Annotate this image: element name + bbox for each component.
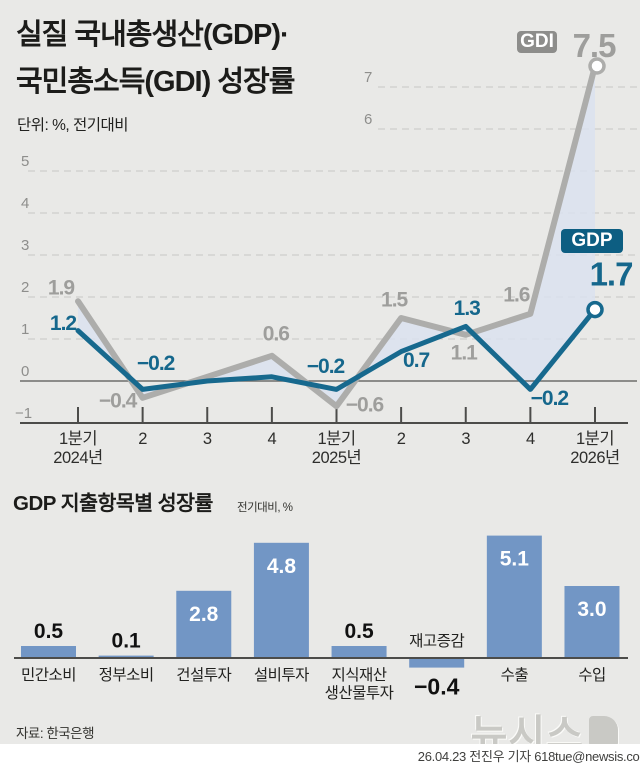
gdp-series-badge: GDP [561, 229, 623, 253]
x-year-label: 2025년 [312, 448, 361, 467]
x-tick-label: 3 [461, 430, 470, 448]
page-title-line2: 국민총소득(GDI) 성장률 [16, 66, 295, 98]
bar [486, 535, 542, 658]
point-label: 1.3 [454, 297, 481, 320]
point-label: −0.2 [531, 387, 569, 410]
bar-category-label: 건설투자 [176, 666, 231, 684]
point-label: 1.6 [503, 283, 530, 306]
page-title: 실질 국내총생산(GDP)· 국민총소득(GDI) 성장률 [16, 12, 295, 106]
bar-category-label: 재고증감 [409, 632, 464, 650]
source-note: 자료: 한국은행 [16, 726, 95, 741]
bar-value-label: 5.1 [500, 548, 530, 571]
y-tick-label: 5 [21, 153, 29, 170]
bar-value-label: 4.8 [267, 555, 297, 578]
x-tick-label: 4 [526, 430, 535, 448]
y-tick-label: 1 [21, 321, 29, 338]
unit-note: 단위: %, 전기대비 [17, 117, 129, 134]
point-label: 1.9 [48, 277, 75, 300]
bar [331, 646, 387, 658]
bar-category-label: 지식재산 [332, 666, 387, 684]
x-year-label: 2026년 [570, 448, 619, 467]
bar-category-label: 수출 [501, 666, 529, 684]
bar-value-label: 2.8 [189, 603, 219, 626]
point-label: 7.5 [573, 27, 617, 64]
gdp-line [75, 307, 598, 392]
bar-value-label: 0.5 [344, 620, 374, 643]
point-label: −0.2 [307, 355, 345, 378]
point-label: −0.2 [137, 352, 175, 375]
x-year-label: 2024년 [53, 448, 102, 467]
bar [98, 655, 154, 658]
bar [409, 658, 465, 668]
x-tick-label: 3 [203, 430, 212, 448]
bar-category-label: 민간소비 [21, 666, 76, 684]
gdp-end-marker [586, 300, 604, 319]
gdi-end-marker [588, 57, 606, 75]
x-tick-label: 1분기 [576, 429, 614, 448]
bar-category-label: 설비투자 [254, 666, 309, 684]
y-tick-label: 0 [21, 363, 29, 380]
credit-strip: 26.04.23 전진우 기자 618tue@newsis.com [0, 744, 640, 766]
x-tick-label: 2 [397, 430, 406, 448]
x-tick-label: 1분기 [317, 429, 355, 448]
y-tick-label: 4 [21, 195, 29, 212]
bar-value-label: −0.4 [414, 674, 460, 700]
bar-chart-title: GDP 지출항목별 성장률 [13, 492, 213, 515]
bar-category-label: 수입 [578, 666, 606, 684]
bar [176, 590, 232, 658]
bar-category-label: 정부소비 [99, 666, 154, 684]
bar-category-label: 생산물투자 [325, 684, 394, 702]
y-tick-label: 6 [364, 111, 372, 128]
x-tick-label: 4 [268, 430, 277, 448]
gdp-expenditure-bar-chart: 0.5 0.1 2.8 4.8 0.5 −0.4 5.1 3.0 민간소비 정부소비 건설투자 설비투… [14, 535, 628, 702]
point-label: 1.7 [590, 256, 633, 293]
newsis-logo-square-icon [589, 715, 618, 747]
point-label: 1.5 [381, 289, 409, 312]
gdp-gdi-line-chart: 1.9 −0.4 0.6 −0.6 1.5 1.1 1.6 7.5 1.2 −0.2 −0.2 0.7… [15, 27, 640, 467]
point-label: 1.2 [50, 312, 77, 335]
y-tick-label: −1 [15, 405, 32, 422]
bar [21, 646, 76, 658]
y-tick-label: 3 [21, 237, 29, 254]
bar-chart-unit: 전기대비, % [237, 502, 293, 514]
x-tick-label: 1분기 [59, 429, 97, 448]
y-tick-label: 2 [21, 279, 29, 296]
byline-credit: 26.04.23 전진우 기자 618tue@newsis.com [417, 749, 640, 764]
y-tick-label: 7 [364, 69, 372, 86]
point-label: 0.6 [263, 322, 290, 345]
bar-value-label: 0.1 [112, 630, 142, 653]
point-label: 0.7 [403, 349, 430, 372]
bar-value-label: 3.0 [577, 598, 606, 621]
bar [564, 586, 620, 658]
page-title-line1: 실질 국내총생산(GDP)· [16, 19, 290, 51]
gdi-series-badge: GDI [517, 31, 557, 53]
bar [253, 542, 309, 658]
x-tick-label: 2 [138, 430, 147, 448]
gdi-line [75, 63, 598, 410]
point-label: −0.4 [99, 389, 138, 412]
bar-value-label: 0.5 [34, 620, 64, 643]
point-label: −0.6 [346, 394, 384, 417]
point-label: 1.1 [451, 341, 479, 364]
